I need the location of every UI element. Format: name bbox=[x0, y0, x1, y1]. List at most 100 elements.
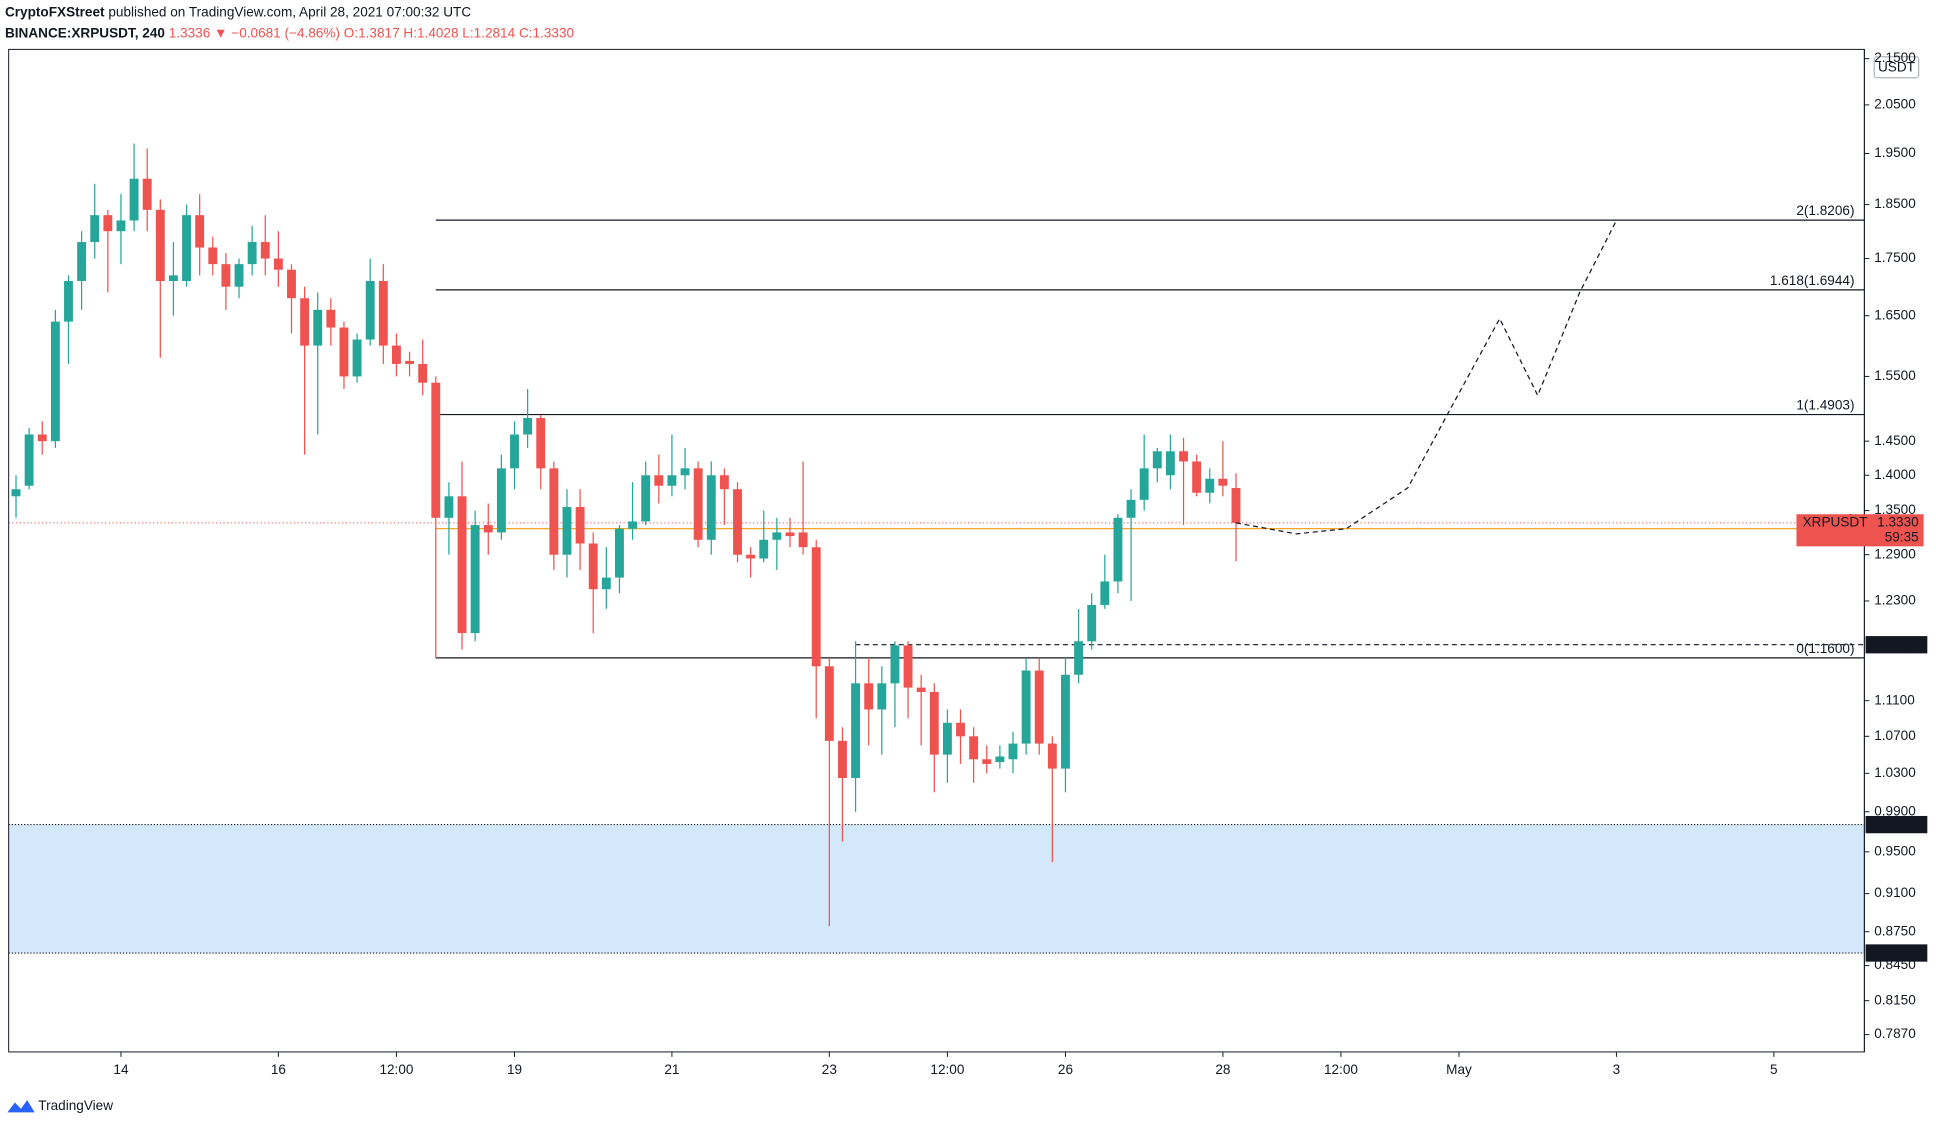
y-tick-label: 0.9900 bbox=[1874, 803, 1916, 818]
low: L:1.2814 bbox=[462, 25, 515, 40]
zone-top-box bbox=[1865, 815, 1928, 834]
candle-body bbox=[300, 298, 310, 346]
y-tick-label: 0.7870 bbox=[1874, 1026, 1916, 1041]
y-tick-label: 0.9100 bbox=[1874, 885, 1916, 900]
candle-body bbox=[1179, 451, 1188, 462]
y-tick-label: 1.3500 bbox=[1874, 502, 1916, 517]
candle-body bbox=[37, 434, 47, 442]
y-tick-label: 1.1100 bbox=[1874, 692, 1915, 707]
candle-body bbox=[1074, 641, 1084, 675]
candle-body bbox=[562, 506, 572, 555]
candle-body bbox=[142, 178, 152, 210]
candle-body bbox=[667, 475, 677, 486]
candle-body bbox=[260, 242, 270, 259]
close: C:1.3330 bbox=[519, 25, 575, 40]
y-tick-label: 1.0300 bbox=[1874, 765, 1916, 780]
x-tick-label: 19 bbox=[507, 1062, 522, 1077]
candle-body bbox=[326, 309, 336, 328]
candle-body bbox=[733, 489, 742, 555]
price-timer: 59:35 bbox=[1885, 529, 1919, 544]
x-tick-label: 14 bbox=[113, 1062, 129, 1077]
open: O:1.3817 bbox=[344, 25, 400, 40]
candle-body bbox=[1100, 581, 1110, 605]
candle-body bbox=[483, 525, 493, 533]
candle-body bbox=[1139, 468, 1149, 500]
y-tick-label: 0.8150 bbox=[1874, 992, 1916, 1007]
candle-body bbox=[1034, 670, 1044, 744]
x-tick-label: 28 bbox=[1215, 1062, 1230, 1077]
last-price: 1.3336 bbox=[169, 25, 211, 40]
candle-body bbox=[575, 506, 585, 544]
author: CryptoFXStreet bbox=[5, 4, 105, 19]
candle-body bbox=[339, 327, 349, 377]
candle-body bbox=[601, 577, 611, 590]
footer: TradingView bbox=[38, 1098, 113, 1113]
candle-body bbox=[496, 468, 506, 533]
currency: USDT bbox=[1878, 60, 1915, 75]
candle-body bbox=[313, 309, 323, 346]
x-tick-label: 16 bbox=[271, 1062, 286, 1077]
y-tick-label: 2.1500 bbox=[1874, 50, 1916, 65]
candle-body bbox=[916, 687, 926, 692]
candle-body bbox=[444, 496, 454, 518]
candle-body bbox=[969, 736, 979, 760]
candle-body bbox=[877, 683, 887, 710]
candle-body bbox=[221, 264, 231, 287]
candle-body bbox=[103, 215, 113, 232]
plot-area: 2(1.8206)1.618(1.6944)1(1.4903)00(1.1600… bbox=[8, 143, 1865, 954]
candle-body bbox=[1113, 517, 1123, 582]
price-box bbox=[1796, 514, 1924, 547]
candle-body bbox=[510, 434, 519, 469]
fib-label: 1.618(1.6944) bbox=[1770, 273, 1855, 288]
resistance-box bbox=[1865, 636, 1928, 654]
y-tick-label: 1.7500 bbox=[1874, 250, 1916, 265]
candle-body bbox=[929, 691, 939, 755]
y-tick-label: 1.9500 bbox=[1874, 145, 1916, 160]
candle-body bbox=[719, 475, 729, 490]
y-tick-label: 1.6500 bbox=[1874, 307, 1916, 322]
fib-label: 0(1.1600) bbox=[1796, 641, 1854, 656]
projection-path bbox=[1235, 220, 1617, 535]
candle-body bbox=[247, 242, 257, 265]
candle-body bbox=[798, 532, 808, 548]
price-value: 1.3330 bbox=[1877, 514, 1919, 529]
candle-body bbox=[890, 645, 900, 684]
support-zone bbox=[8, 824, 1865, 954]
header-line-2: BINANCE:XRPUSDT, 240 1.3336 ▼ −0.0681 (−… bbox=[5, 25, 575, 40]
candle-body bbox=[759, 539, 769, 559]
candle-body bbox=[470, 525, 480, 634]
change-arrow: ▼ bbox=[214, 25, 227, 40]
candle-body bbox=[77, 242, 87, 282]
candle-body bbox=[208, 247, 218, 265]
candle-body bbox=[942, 722, 952, 755]
y-tick-label: 0.9500 bbox=[1874, 843, 1916, 858]
candle-body bbox=[680, 468, 690, 476]
candle-body bbox=[549, 468, 559, 555]
candle-body bbox=[90, 215, 100, 243]
candle-body bbox=[772, 532, 782, 540]
candle-body bbox=[1061, 674, 1070, 769]
candle-body bbox=[1152, 451, 1162, 469]
x-tick-label: May bbox=[1446, 1062, 1472, 1077]
x-tick-label: 21 bbox=[664, 1062, 679, 1077]
candle-body bbox=[457, 496, 467, 634]
candle-body bbox=[129, 178, 139, 221]
y-tick-label: 2.0500 bbox=[1874, 96, 1916, 111]
y-tick-label: 1.4000 bbox=[1874, 467, 1916, 482]
candle-body bbox=[1218, 478, 1228, 486]
candle-body bbox=[1126, 499, 1136, 518]
x-tick-label: 26 bbox=[1058, 1062, 1073, 1077]
candle-body bbox=[287, 269, 296, 299]
x-tick-label: 3 bbox=[1613, 1062, 1621, 1077]
y-tick-label: 1.0700 bbox=[1874, 728, 1916, 743]
candle-body bbox=[982, 759, 992, 764]
candle-body bbox=[851, 683, 861, 779]
candle-body bbox=[956, 722, 965, 737]
candle-body bbox=[628, 521, 638, 529]
candle-body bbox=[64, 281, 73, 322]
candle-body bbox=[418, 363, 428, 383]
candle-body bbox=[693, 468, 703, 540]
y-tick-label: 0.8450 bbox=[1874, 957, 1916, 972]
